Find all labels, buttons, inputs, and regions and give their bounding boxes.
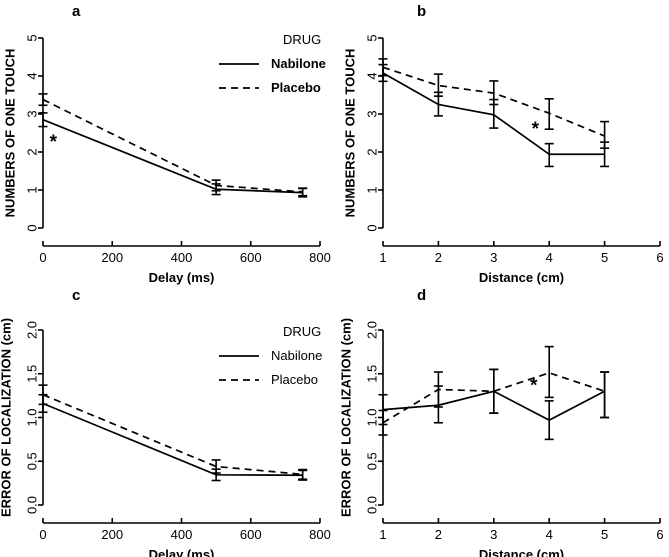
y-tick-label: 0.5 xyxy=(24,452,39,470)
panel-d: d 0.0 0.5 1.0 1.5 2.0 ERROR OF LOCALIZATION (c… xyxy=(338,287,663,557)
legend-title: DRUG xyxy=(283,32,321,47)
axis-x-d: 1 2 3 4 5 6 xyxy=(379,518,664,542)
y-axis-title-d: ERROR OF LOCALIZATION (cm) xyxy=(338,318,353,517)
y-axis-title-c: ERROR OF LOCALIZATION (cm) xyxy=(0,318,13,517)
legend-a: DRUG Nabilone Placebo xyxy=(219,32,326,95)
x-tick-label: 200 xyxy=(101,250,123,265)
significance-star-d: * xyxy=(530,375,538,396)
y-tick-label: 5 xyxy=(24,34,39,41)
panel-c: c 0.0 0.5 1.0 1.5 2.0 ERROR OF LOCALIZATION (c… xyxy=(0,287,331,557)
series-placebo-c xyxy=(38,384,308,480)
significance-star-a: * xyxy=(50,132,58,153)
x-tick-label: 1 xyxy=(379,527,386,542)
axis-x-c: 0 200 400 600 800 xyxy=(39,518,331,542)
y-tick-label: 2 xyxy=(24,148,39,155)
y-axis-title-a: NUMBERS OF ONE TOUCH xyxy=(2,49,17,218)
y-tick-label: 1 xyxy=(364,186,379,193)
y-tick-label: 0 xyxy=(364,224,379,231)
x-tick-label: 3 xyxy=(490,250,497,265)
x-tick-label: 600 xyxy=(240,250,262,265)
series-line-dashed xyxy=(42,98,303,193)
x-tick-label: 6 xyxy=(656,250,663,265)
y-tick-label: 4 xyxy=(24,72,39,79)
x-tick-label: 400 xyxy=(171,250,193,265)
series-line-solid xyxy=(382,72,605,156)
x-tick-label: 6 xyxy=(656,527,663,542)
y-tick-label: 0 xyxy=(24,224,39,231)
y-tick-label: 4 xyxy=(364,72,379,79)
y-tick-label: 1 xyxy=(24,186,39,193)
x-tick-label: 0 xyxy=(39,250,46,265)
panel-letter-a: a xyxy=(72,3,81,20)
significance-star-b: * xyxy=(532,119,540,140)
y-tick-label: 3 xyxy=(364,110,379,117)
axis-x-a: 0 200 400 600 800 xyxy=(39,241,331,265)
y-axis-title-b: NUMBERS OF ONE TOUCH xyxy=(342,49,357,218)
x-axis-title-b: Distance (cm) xyxy=(479,270,564,285)
y-tick-label: 1.0 xyxy=(364,408,379,426)
y-tick-label: 0.5 xyxy=(364,452,379,470)
series-line-dashed xyxy=(382,371,605,424)
x-tick-label: 400 xyxy=(171,527,193,542)
legend-label-placebo: Placebo xyxy=(271,372,318,387)
x-tick-label: 2 xyxy=(435,250,442,265)
x-axis-title-c: Delay (ms) xyxy=(149,547,215,557)
y-tick-label: 1.5 xyxy=(24,365,39,383)
series-placebo-d xyxy=(378,345,610,436)
y-tick-label: 3 xyxy=(24,110,39,117)
x-tick-label: 2 xyxy=(435,527,442,542)
axis-x-b: 1 2 3 4 5 6 xyxy=(379,241,664,265)
series-placebo-a xyxy=(38,93,308,197)
series-placebo-b xyxy=(378,58,610,149)
x-tick-label: 3 xyxy=(490,527,497,542)
series-line-dashed xyxy=(382,66,605,137)
y-tick-label: 2 xyxy=(364,148,379,155)
x-tick-label: 600 xyxy=(240,527,262,542)
series-line-dashed xyxy=(42,393,303,476)
panel-letter-c: c xyxy=(72,287,80,304)
y-tick-label: 0.0 xyxy=(364,496,379,514)
x-tick-label: 5 xyxy=(601,527,608,542)
legend-title: DRUG xyxy=(283,324,321,339)
y-tick-label: 1.5 xyxy=(364,365,379,383)
y-tick-label: 2.0 xyxy=(364,321,379,339)
x-tick-label: 4 xyxy=(546,250,553,265)
x-axis-title-a: Delay (ms) xyxy=(149,270,215,285)
axis-y-a: 0 1 2 3 4 5 xyxy=(24,34,44,232)
x-tick-label: 1 xyxy=(379,250,386,265)
y-tick-label: 0.0 xyxy=(24,496,39,514)
legend-label-nabilone: Nabilone xyxy=(271,56,326,71)
panel-letter-d: d xyxy=(417,287,426,304)
panel-a: a 0 1 2 3 4 5 NUMBERS OF ONE TOUCH 0 200 400 600 800… xyxy=(2,3,330,285)
x-tick-label: 200 xyxy=(101,527,123,542)
x-axis-title-d: Distance (cm) xyxy=(479,547,564,557)
x-tick-label: 4 xyxy=(546,527,553,542)
panel-letter-b: b xyxy=(417,3,426,20)
legend-label-nabilone: Nabilone xyxy=(271,348,322,363)
x-tick-label: 800 xyxy=(309,527,331,542)
legend-label-placebo: Placebo xyxy=(271,80,321,95)
y-tick-label: 2.0 xyxy=(24,321,39,339)
x-tick-label: 5 xyxy=(601,250,608,265)
legend-c: DRUG Nabilone Placebo xyxy=(219,324,322,387)
x-tick-label: 0 xyxy=(39,527,46,542)
y-tick-label: 1.0 xyxy=(24,408,39,426)
panel-b: b 0 1 2 3 4 5 NUMBERS OF ONE TOUCH 1 2 3 4 5 6 Distanc… xyxy=(342,3,663,285)
series-line-solid xyxy=(42,402,303,477)
axis-y-c: 0.0 0.5 1.0 1.5 2.0 xyxy=(24,321,44,514)
x-tick-label: 800 xyxy=(309,250,331,265)
y-tick-label: 5 xyxy=(364,34,379,41)
